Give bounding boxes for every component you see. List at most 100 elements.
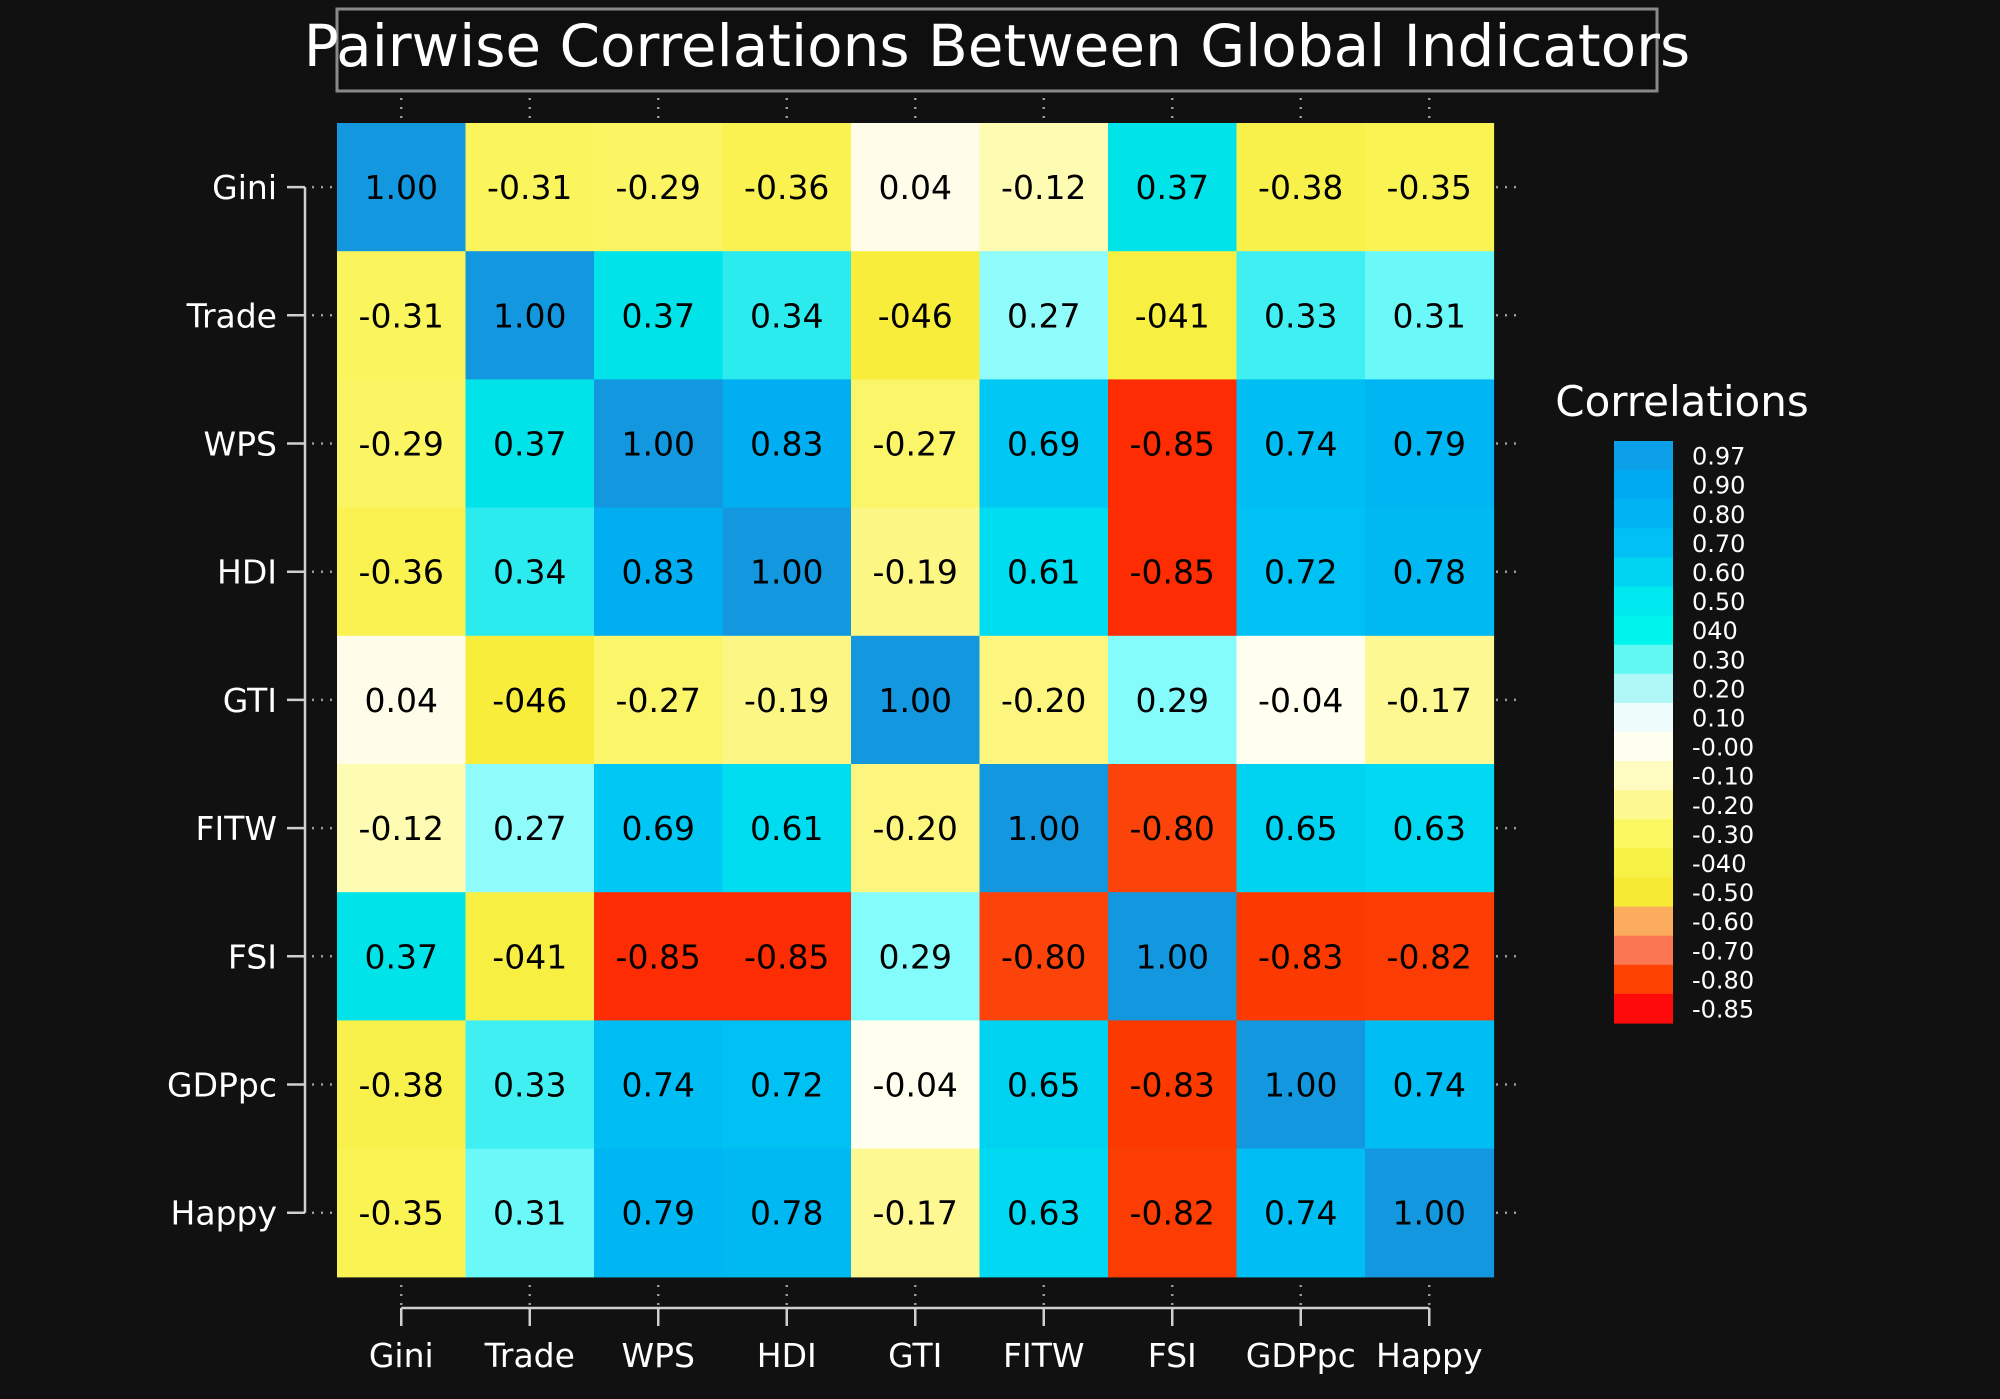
y-tick-label: FSI bbox=[228, 937, 277, 976]
cell-value-label: -0.38 bbox=[359, 1066, 444, 1105]
legend-label: -0.50 bbox=[1692, 879, 1754, 907]
heatmap-cell-WPS-Happy bbox=[1365, 379, 1495, 509]
cell-value-label: 0.63 bbox=[1393, 809, 1466, 848]
heatmap-cell-Happy-Trade bbox=[465, 1148, 595, 1278]
y-axis: Gini Trade WPS HDI GTI FITW FSI GDPpc Happy bbox=[167, 168, 307, 1233]
legend-label: 0.30 bbox=[1692, 646, 1745, 674]
chart-title: Pairwise Correlations Between Global Ind… bbox=[304, 12, 1690, 80]
cell-value-label: 1.00 bbox=[879, 681, 952, 720]
heatmap-cell-FSI-GTI bbox=[851, 892, 981, 1021]
cell-value-label: 0.31 bbox=[1393, 296, 1466, 335]
legend-label: -0.85 bbox=[1692, 995, 1754, 1023]
heatmap-cell-WPS-FSI bbox=[1108, 379, 1238, 509]
cell-value-label: 0.74 bbox=[1264, 1194, 1337, 1233]
heatmap-cell-Gini-Happy bbox=[1365, 123, 1495, 252]
legend-swatch bbox=[1614, 906, 1673, 937]
legend-swatch bbox=[1614, 848, 1673, 879]
heatmap-cell-Trade-GDPpc bbox=[1236, 251, 1366, 380]
y-tick-label: HDI bbox=[217, 553, 277, 592]
cell-value-label: -0.17 bbox=[873, 1194, 958, 1233]
heatmap-cell-Trade-WPS bbox=[594, 251, 724, 380]
heatmap-cell-FSI-GDPpc bbox=[1236, 892, 1366, 1021]
heatmap-cell-FITW-HDI bbox=[722, 764, 852, 893]
cell-value-label: 0.04 bbox=[365, 681, 438, 720]
cell-value-label: -0.35 bbox=[1387, 168, 1472, 207]
cell-value-label: 0.79 bbox=[1393, 425, 1466, 464]
cell-value-label: 1.00 bbox=[1136, 937, 1209, 976]
cell-value-label: -0.31 bbox=[359, 296, 444, 335]
heatmap-cell-GDPpc-Trade bbox=[465, 1020, 595, 1150]
legend-swatch bbox=[1614, 819, 1673, 849]
cell-value-label: -0.36 bbox=[744, 168, 829, 207]
y-tick-label: Happy bbox=[171, 1194, 277, 1233]
heatmap-cell-GTI-GTI bbox=[851, 635, 981, 765]
cell-value-label: 0.63 bbox=[1007, 1194, 1080, 1233]
cell-value-label: 0.83 bbox=[750, 425, 823, 464]
heatmap-cell-FITW-Happy bbox=[1365, 764, 1495, 893]
cell-value-label: 0.78 bbox=[1393, 553, 1466, 592]
legend-label: -0.00 bbox=[1692, 734, 1754, 762]
heatmap-cell-Gini-WPS bbox=[594, 123, 724, 252]
x-tick-label: GTI bbox=[888, 1336, 942, 1375]
legend-title: Correlations bbox=[1555, 377, 1808, 426]
cell-value-label: 0.74 bbox=[622, 1066, 695, 1105]
cell-value-label: 0.72 bbox=[1264, 553, 1337, 592]
heatmap-cell-WPS-Trade bbox=[465, 379, 595, 509]
heatmap-cell-FSI-Trade bbox=[465, 892, 595, 1021]
heatmap-cell-WPS-HDI bbox=[722, 379, 852, 509]
y-tick-label: WPS bbox=[204, 425, 277, 464]
legend-label: -0.20 bbox=[1692, 792, 1754, 820]
cell-value-label: 0.34 bbox=[493, 553, 566, 592]
legend-swatch bbox=[1614, 499, 1673, 529]
heatmap-cell-Happy-GDPpc bbox=[1236, 1148, 1366, 1278]
cell-value-label: -0.19 bbox=[873, 553, 958, 592]
cell-value-label: -0.20 bbox=[1001, 681, 1086, 720]
cell-value-label: -0.85 bbox=[1130, 425, 1215, 464]
heatmap-cell-GDPpc-FSI bbox=[1108, 1020, 1238, 1150]
heatmap-cell-FITW-WPS bbox=[594, 764, 724, 893]
heatmap-cell-FSI-WPS bbox=[594, 892, 724, 1021]
heatmap-cell-GTI-HDI bbox=[722, 635, 852, 765]
cell-value-label: 0.37 bbox=[622, 296, 695, 335]
legend-swatch bbox=[1614, 557, 1673, 588]
heatmap-cell-HDI-Gini bbox=[337, 507, 467, 637]
cell-value-label: 0.79 bbox=[622, 1194, 695, 1233]
legend-label: -0.10 bbox=[1692, 763, 1754, 791]
cell-value-label: 0.69 bbox=[622, 809, 695, 848]
cell-value-label: 0.65 bbox=[1007, 1066, 1080, 1105]
legend-swatch bbox=[1614, 644, 1673, 675]
heatmap-cell-FITW-GDPpc bbox=[1236, 764, 1366, 893]
heatmap-cell-HDI-HDI bbox=[722, 507, 852, 637]
legend-label: -0.70 bbox=[1692, 937, 1754, 965]
cell-value-label: 0.31 bbox=[493, 1194, 566, 1233]
x-tick-label: WPS bbox=[622, 1336, 695, 1375]
cell-value-label: -0.36 bbox=[359, 553, 444, 592]
legend-label: 0.70 bbox=[1692, 530, 1745, 558]
heatmap-cell-Happy-FSI bbox=[1108, 1148, 1238, 1278]
legend-swatch bbox=[1614, 470, 1673, 500]
x-tick-label: Happy bbox=[1376, 1336, 1482, 1375]
heatmap-cell-GDPpc-HDI bbox=[722, 1020, 852, 1150]
heatmap-cell-WPS-GDPpc bbox=[1236, 379, 1366, 509]
legend-swatch bbox=[1614, 441, 1673, 471]
heatmap-cell-Gini-GTI bbox=[851, 123, 981, 252]
legend-swatch bbox=[1614, 615, 1673, 646]
cell-value-label: 0.74 bbox=[1264, 425, 1337, 464]
heatmap-cell-Trade-Gini bbox=[337, 251, 467, 380]
heatmap-cell-Gini-HDI bbox=[722, 123, 852, 252]
heatmap-cell-WPS-Gini bbox=[337, 379, 467, 509]
heatmap-cell-FSI-HDI bbox=[722, 892, 852, 1021]
heatmap-cell-GDPpc-WPS bbox=[594, 1020, 724, 1150]
heatmap-cell-Trade-Trade bbox=[465, 251, 595, 380]
heatmap-cell-Gini-FSI bbox=[1108, 123, 1238, 252]
cell-value-label: -0.85 bbox=[1130, 553, 1215, 592]
cell-value-label: 1.00 bbox=[622, 425, 695, 464]
cell-value-label: -0.85 bbox=[744, 937, 829, 976]
x-tick-label: FSI bbox=[1148, 1336, 1197, 1375]
heatmap-cell-GDPpc-GTI bbox=[851, 1020, 981, 1150]
cell-value-label: 0.72 bbox=[750, 1066, 823, 1105]
legend-swatch bbox=[1614, 877, 1673, 908]
cell-value-label: -0.83 bbox=[1258, 937, 1343, 976]
cell-value-label: -046 bbox=[878, 296, 953, 335]
heatmap-cell-Gini-Trade bbox=[465, 123, 595, 252]
